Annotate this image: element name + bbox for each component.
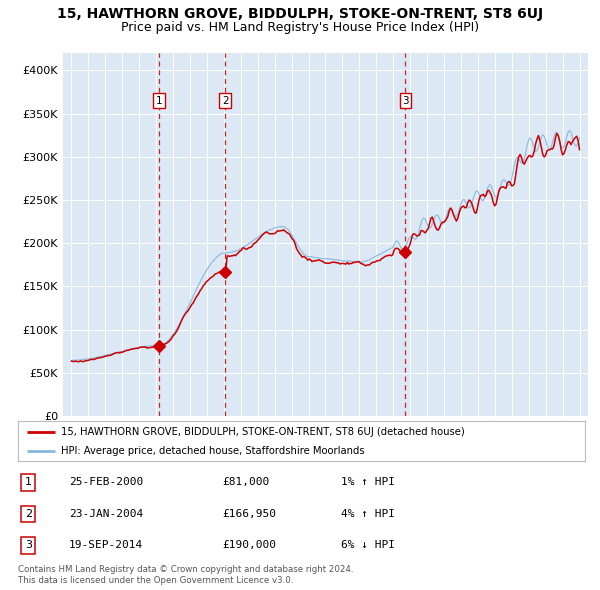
Text: £190,000: £190,000 — [222, 540, 276, 550]
Text: £81,000: £81,000 — [222, 477, 269, 487]
Text: 2: 2 — [222, 96, 229, 106]
Text: 3: 3 — [25, 540, 32, 550]
Text: 4% ↑ HPI: 4% ↑ HPI — [341, 509, 395, 519]
Text: 1: 1 — [155, 96, 162, 106]
Text: £166,950: £166,950 — [222, 509, 276, 519]
Text: 1: 1 — [25, 477, 32, 487]
Text: 25-FEB-2000: 25-FEB-2000 — [69, 477, 143, 487]
Text: 19-SEP-2014: 19-SEP-2014 — [69, 540, 143, 550]
Text: 23-JAN-2004: 23-JAN-2004 — [69, 509, 143, 519]
Text: 2: 2 — [25, 509, 32, 519]
Text: Price paid vs. HM Land Registry's House Price Index (HPI): Price paid vs. HM Land Registry's House … — [121, 21, 479, 34]
Text: 1% ↑ HPI: 1% ↑ HPI — [341, 477, 395, 487]
Text: Contains HM Land Registry data © Crown copyright and database right 2024.
This d: Contains HM Land Registry data © Crown c… — [18, 565, 353, 585]
Text: 6% ↓ HPI: 6% ↓ HPI — [341, 540, 395, 550]
Text: HPI: Average price, detached house, Staffordshire Moorlands: HPI: Average price, detached house, Staf… — [61, 445, 364, 455]
Text: 15, HAWTHORN GROVE, BIDDULPH, STOKE-ON-TRENT, ST8 6UJ (detached house): 15, HAWTHORN GROVE, BIDDULPH, STOKE-ON-T… — [61, 427, 464, 437]
Text: 15, HAWTHORN GROVE, BIDDULPH, STOKE-ON-TRENT, ST8 6UJ: 15, HAWTHORN GROVE, BIDDULPH, STOKE-ON-T… — [57, 7, 543, 21]
Text: 3: 3 — [402, 96, 409, 106]
